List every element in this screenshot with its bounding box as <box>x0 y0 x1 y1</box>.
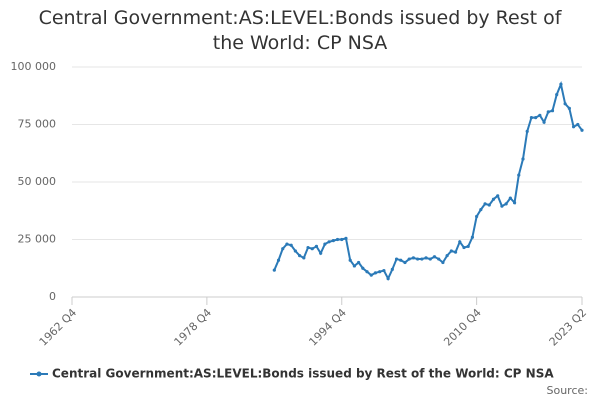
point <box>546 110 550 114</box>
point <box>327 240 331 244</box>
point <box>496 194 500 198</box>
point <box>508 196 512 200</box>
point <box>449 249 453 253</box>
point <box>563 102 567 106</box>
point <box>399 258 403 262</box>
point <box>348 258 352 262</box>
point <box>386 277 390 281</box>
point <box>441 260 445 265</box>
point <box>310 247 314 251</box>
point <box>365 270 369 274</box>
point <box>500 204 504 208</box>
point <box>538 113 542 117</box>
legend-marker <box>36 371 42 377</box>
point <box>306 245 310 250</box>
line <box>273 80 583 281</box>
point <box>407 257 411 261</box>
point <box>470 235 475 239</box>
point <box>483 202 487 206</box>
point <box>382 268 386 273</box>
point <box>525 129 529 133</box>
point <box>344 236 348 240</box>
point <box>361 266 365 270</box>
point <box>475 214 479 219</box>
point <box>458 240 462 244</box>
point <box>534 116 538 120</box>
point <box>517 173 521 177</box>
point <box>445 254 449 258</box>
point <box>314 244 319 248</box>
point <box>466 244 470 248</box>
legend-label: Central Government:AS:LEVEL:Bonds issued… <box>52 367 554 381</box>
point <box>437 257 441 261</box>
point <box>529 116 534 120</box>
point <box>420 257 424 261</box>
point <box>521 157 525 161</box>
point <box>504 202 508 206</box>
point <box>411 256 416 260</box>
point <box>491 197 496 201</box>
point <box>281 247 285 251</box>
point <box>432 255 437 259</box>
y-tick-label: 0 <box>49 290 56 303</box>
point <box>416 257 420 261</box>
point <box>302 256 306 260</box>
y-tick-label: 50 000 <box>18 175 57 188</box>
point <box>555 93 559 97</box>
point <box>340 237 344 242</box>
point <box>479 208 483 212</box>
y-tick-label: 75 000 <box>18 118 57 131</box>
point <box>487 203 491 207</box>
point <box>272 268 276 272</box>
point <box>580 128 584 132</box>
point <box>335 237 340 242</box>
point <box>403 260 407 265</box>
point <box>289 243 293 247</box>
point <box>293 249 297 253</box>
x-tick-label: 2010 Q4 <box>441 306 484 349</box>
point <box>390 267 394 271</box>
x-tick-label: 1978 Q4 <box>172 306 215 349</box>
point <box>462 245 466 250</box>
point <box>512 201 517 205</box>
point <box>428 257 432 261</box>
point <box>542 120 546 124</box>
point <box>424 256 428 260</box>
point <box>394 257 399 261</box>
point <box>550 109 555 113</box>
point <box>331 239 335 243</box>
x-tick-label: 1994 Q4 <box>306 306 349 349</box>
point <box>567 106 571 110</box>
point <box>319 251 323 255</box>
point <box>357 260 361 265</box>
point <box>352 264 356 268</box>
point <box>378 270 382 274</box>
point <box>369 273 373 277</box>
point <box>576 122 580 127</box>
point <box>323 242 327 246</box>
point <box>559 82 563 86</box>
chart-title: Central Government:AS:LEVEL:Bonds issued… <box>38 7 562 54</box>
point <box>285 242 289 246</box>
point <box>276 258 281 262</box>
y-tick-label: 100 000 <box>11 60 57 73</box>
x-tick-label: 1962 Q4 <box>37 306 80 349</box>
x-tick-label: 2023 Q2 <box>547 306 590 349</box>
point <box>298 254 302 258</box>
y-tick-label: 25 000 <box>18 233 57 246</box>
point <box>571 125 576 129</box>
point <box>453 250 458 254</box>
source: Source: <box>547 384 589 397</box>
point <box>373 271 378 275</box>
